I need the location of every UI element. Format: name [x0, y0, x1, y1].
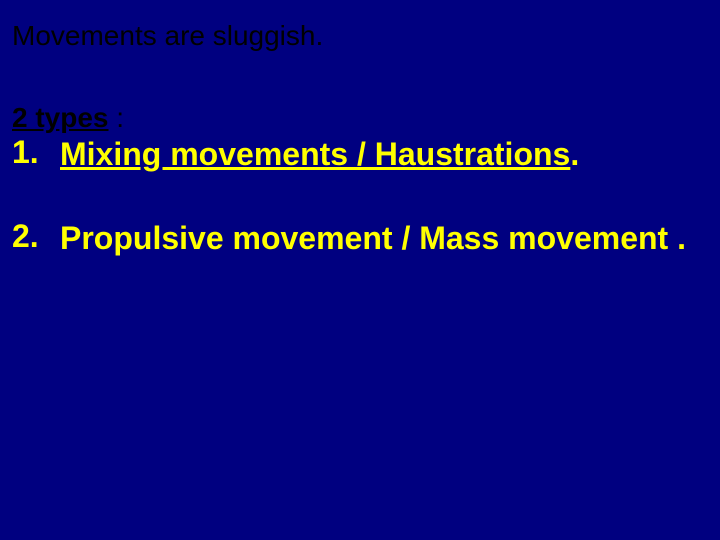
list-text-plain-1: . — [570, 136, 579, 172]
list-text-underlined-1: Mixing movements / Haustrations — [60, 136, 570, 172]
list-item: 2. Propulsive movement / Mass movement . — [12, 218, 708, 260]
subtitle-text: 2 types — [12, 102, 109, 133]
subtitle-colon: : — [109, 102, 125, 133]
intro-text: Movements are sluggish. — [12, 20, 708, 52]
subtitle-row: 2 types : — [12, 102, 708, 134]
list-number-2: 2. — [12, 218, 60, 255]
list-item: 1. Mixing movements / Haustrations. — [12, 134, 708, 176]
list-number-1: 1. — [12, 134, 60, 171]
list-text-plain-2: Propulsive movement / Mass movement . — [60, 220, 686, 256]
list-content-2: Propulsive movement / Mass movement . — [60, 218, 686, 260]
list-content-1: Mixing movements / Haustrations. — [60, 134, 579, 176]
